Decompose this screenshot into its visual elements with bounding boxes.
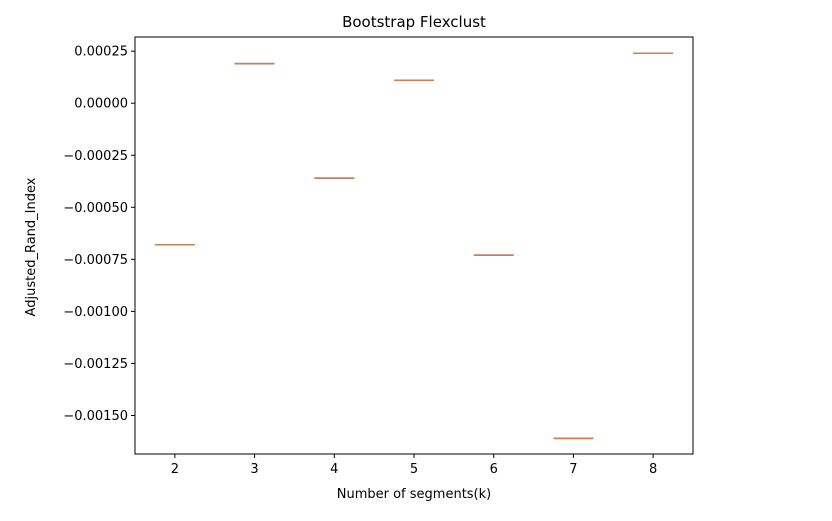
x-tick-label: 3 <box>250 462 258 477</box>
y-axis-label: Adjusted_Rand_Index <box>24 177 39 316</box>
x-tick-label: 7 <box>569 462 577 477</box>
x-tick-label: 2 <box>171 462 179 477</box>
y-tick-label: 0.00000 <box>74 97 128 112</box>
y-tick-label: −0.00025 <box>63 149 128 164</box>
y-tick-label: −0.00150 <box>63 409 128 424</box>
y-tick-label: −0.00075 <box>63 253 128 268</box>
y-tick-label: −0.00125 <box>63 357 128 372</box>
y-tick-label: −0.00100 <box>63 305 128 320</box>
y-tick-label: −0.00050 <box>63 201 128 216</box>
axes-frame <box>134 36 694 455</box>
x-tick-label: 4 <box>330 462 338 477</box>
y-axis: 0.00025 0.00000 −0.00025 −0.00050 −0.00075 −0… <box>63 45 135 424</box>
box-series <box>154 52 674 440</box>
x-tick-label: 6 <box>490 462 498 477</box>
chart-title: Bootstrap Flexclust <box>342 13 486 31</box>
x-tick-label: 5 <box>410 462 418 477</box>
x-tick-label: 8 <box>649 462 657 477</box>
x-axis-label: Number of segments(k) <box>337 487 491 502</box>
x-axis: 2 3 4 5 6 7 8 <box>171 454 657 477</box>
y-tick-label: 0.00025 <box>74 45 128 60</box>
